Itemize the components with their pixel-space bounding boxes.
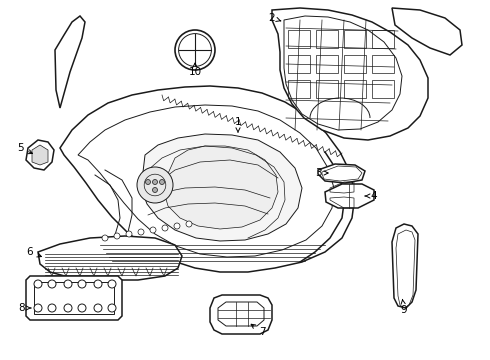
- Circle shape: [175, 30, 215, 70]
- Circle shape: [64, 304, 72, 312]
- Text: 9: 9: [401, 300, 407, 315]
- Polygon shape: [55, 16, 85, 108]
- Circle shape: [94, 304, 102, 312]
- Circle shape: [137, 167, 173, 203]
- Polygon shape: [60, 86, 355, 272]
- Circle shape: [150, 227, 156, 233]
- Circle shape: [146, 180, 150, 184]
- Circle shape: [102, 235, 108, 241]
- Circle shape: [186, 221, 192, 227]
- Text: 3: 3: [315, 168, 328, 178]
- Circle shape: [138, 229, 144, 235]
- Circle shape: [114, 233, 120, 239]
- Polygon shape: [164, 146, 278, 229]
- Circle shape: [48, 304, 56, 312]
- Circle shape: [78, 304, 86, 312]
- Polygon shape: [32, 145, 48, 165]
- Circle shape: [34, 280, 42, 288]
- Circle shape: [152, 180, 157, 184]
- Circle shape: [64, 280, 72, 288]
- Circle shape: [94, 280, 102, 288]
- Circle shape: [126, 231, 132, 237]
- Polygon shape: [210, 295, 272, 334]
- Polygon shape: [318, 164, 365, 183]
- Text: 7: 7: [251, 324, 265, 337]
- Polygon shape: [38, 236, 182, 280]
- Text: 1: 1: [235, 117, 241, 132]
- Text: 2: 2: [269, 13, 281, 23]
- Text: 6: 6: [26, 247, 42, 257]
- Text: 10: 10: [189, 63, 201, 77]
- Text: 4: 4: [365, 191, 377, 201]
- Circle shape: [108, 304, 116, 312]
- Polygon shape: [26, 276, 122, 320]
- Circle shape: [152, 188, 157, 193]
- Circle shape: [174, 223, 180, 229]
- Polygon shape: [272, 8, 428, 140]
- Text: 8: 8: [19, 303, 31, 313]
- Circle shape: [162, 225, 168, 231]
- Polygon shape: [392, 8, 462, 55]
- Polygon shape: [392, 224, 418, 308]
- Polygon shape: [141, 134, 302, 241]
- Circle shape: [34, 304, 42, 312]
- Circle shape: [108, 280, 116, 288]
- Circle shape: [48, 280, 56, 288]
- Polygon shape: [26, 140, 54, 170]
- Text: 5: 5: [17, 143, 32, 154]
- Circle shape: [78, 280, 86, 288]
- Polygon shape: [325, 184, 374, 208]
- Circle shape: [160, 180, 165, 184]
